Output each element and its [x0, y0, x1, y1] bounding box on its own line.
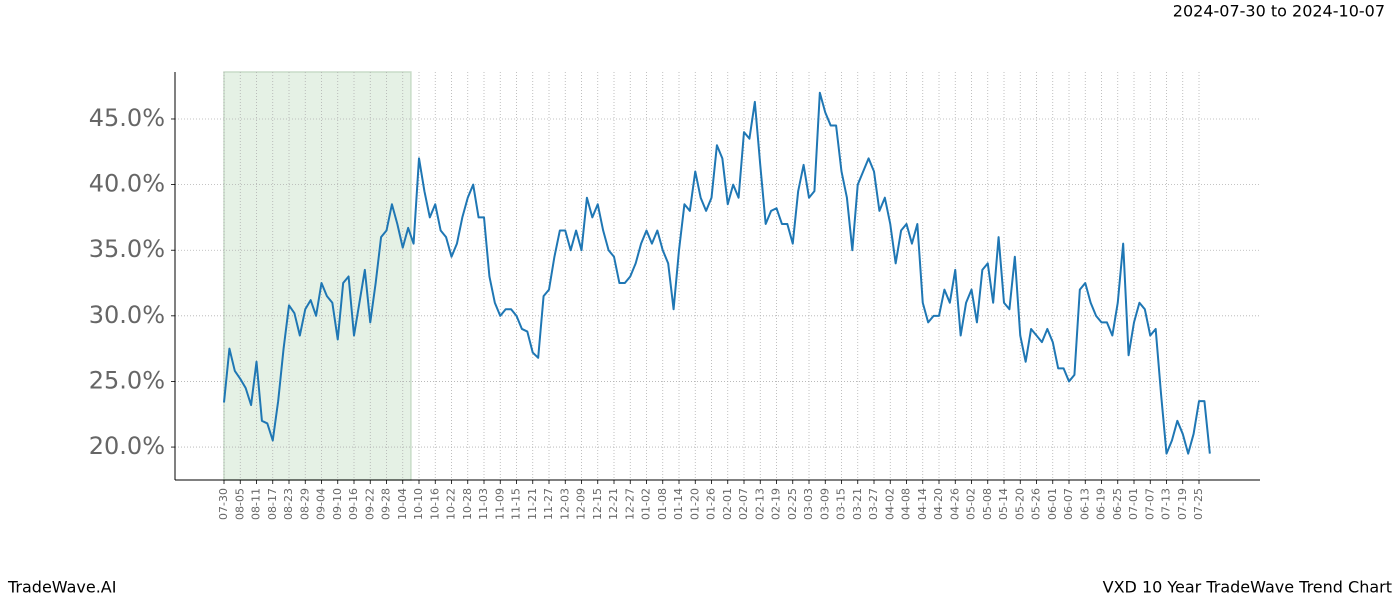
chart-subtitle: 2024-07-30 to 2024-10-07 — [1173, 2, 1385, 21]
x-tick-label: 08-11 — [250, 488, 263, 520]
x-tick-label: 07-13 — [1160, 488, 1173, 520]
x-tick-label: 01-08 — [656, 488, 669, 520]
x-tick-label: 07-19 — [1176, 488, 1189, 520]
x-tick-label: 02-01 — [721, 488, 734, 520]
x-tick-label: 01-26 — [705, 488, 718, 520]
x-tick-label: 07-07 — [1143, 488, 1156, 520]
x-tick-label: 01-20 — [688, 488, 701, 520]
x-tick-label: 05-02 — [965, 488, 978, 520]
x-tick-label: 12-03 — [558, 488, 571, 520]
x-tick-label: 11-03 — [477, 488, 490, 520]
x-tick-label: 08-17 — [266, 488, 279, 520]
x-tick-label: 03-15 — [835, 488, 848, 520]
x-tick-label: 11-27 — [542, 488, 555, 520]
x-tick-label: 10-04 — [396, 488, 409, 520]
x-tick-label: 09-10 — [331, 488, 344, 520]
x-tick-label: 07-01 — [1127, 488, 1140, 520]
x-tick-label: 02-13 — [753, 488, 766, 520]
x-tick-label: 09-22 — [363, 488, 376, 520]
x-tick-label: 08-05 — [233, 488, 246, 520]
x-tick-label: 06-13 — [1078, 488, 1091, 520]
x-tick-label: 03-21 — [851, 488, 864, 520]
x-tick-label: 08-23 — [282, 488, 295, 520]
highlight-band — [223, 71, 412, 481]
x-tick-label: 04-26 — [948, 488, 961, 520]
x-tick-label: 04-20 — [932, 488, 945, 520]
x-tick-label: 03-27 — [867, 488, 880, 520]
x-tick-label: 12-15 — [591, 488, 604, 520]
x-tick-label: 11-15 — [510, 488, 523, 520]
x-tick-label: 12-21 — [607, 488, 620, 520]
x-tick-label: 03-03 — [802, 488, 815, 520]
x-tick-label: 10-16 — [428, 488, 441, 520]
x-tick-label: 06-07 — [1062, 488, 1075, 520]
x-tick-label: 07-25 — [1192, 488, 1205, 520]
footer-left: TradeWave.AI — [7, 578, 116, 597]
y-tick-label: 20.0% — [89, 432, 165, 460]
x-tick-label: 09-04 — [315, 488, 328, 520]
x-tick-label: 05-20 — [1013, 488, 1026, 520]
x-tick-label: 07-30 — [217, 488, 230, 520]
x-tick-label: 11-21 — [526, 488, 539, 520]
x-tick-label: 12-27 — [623, 488, 636, 520]
x-tick-label: 10-10 — [412, 488, 425, 520]
x-tick-label: 05-08 — [981, 488, 994, 520]
y-tick-label: 30.0% — [89, 301, 165, 329]
x-tick-label: 02-07 — [737, 488, 750, 520]
x-tick-label: 03-09 — [818, 488, 831, 520]
x-tick-label: 04-08 — [900, 488, 913, 520]
x-tick-label: 01-02 — [640, 488, 653, 520]
y-tick-label: 35.0% — [89, 235, 165, 263]
x-tick-label: 01-14 — [672, 488, 685, 520]
x-tick-label: 06-01 — [1046, 488, 1059, 520]
x-tick-label: 08-29 — [298, 488, 311, 520]
x-tick-label: 12-09 — [575, 488, 588, 520]
x-tick-label: 05-14 — [997, 488, 1010, 520]
x-tick-label: 02-19 — [770, 488, 783, 520]
y-tick-label: 45.0% — [89, 104, 165, 132]
x-tick-label: 06-25 — [1111, 488, 1124, 520]
x-tick-label: 11-09 — [493, 488, 506, 520]
x-tick-label: 04-02 — [883, 488, 896, 520]
series-line — [223, 91, 1211, 455]
x-tick-label: 02-25 — [786, 488, 799, 520]
x-tick-label: 05-26 — [1030, 488, 1043, 520]
x-tick-label: 09-16 — [347, 488, 360, 520]
x-tick-label: 04-14 — [916, 488, 929, 520]
footer-right: VXD 10 Year TradeWave Trend Chart — [1103, 578, 1392, 597]
x-tick-label: 09-28 — [380, 488, 393, 520]
y-tick-label: 40.0% — [89, 170, 165, 198]
y-tick-label: 25.0% — [89, 366, 165, 394]
x-tick-label: 10-22 — [445, 488, 458, 520]
x-tick-label: 10-28 — [461, 488, 474, 520]
x-tick-label: 06-19 — [1095, 488, 1108, 520]
